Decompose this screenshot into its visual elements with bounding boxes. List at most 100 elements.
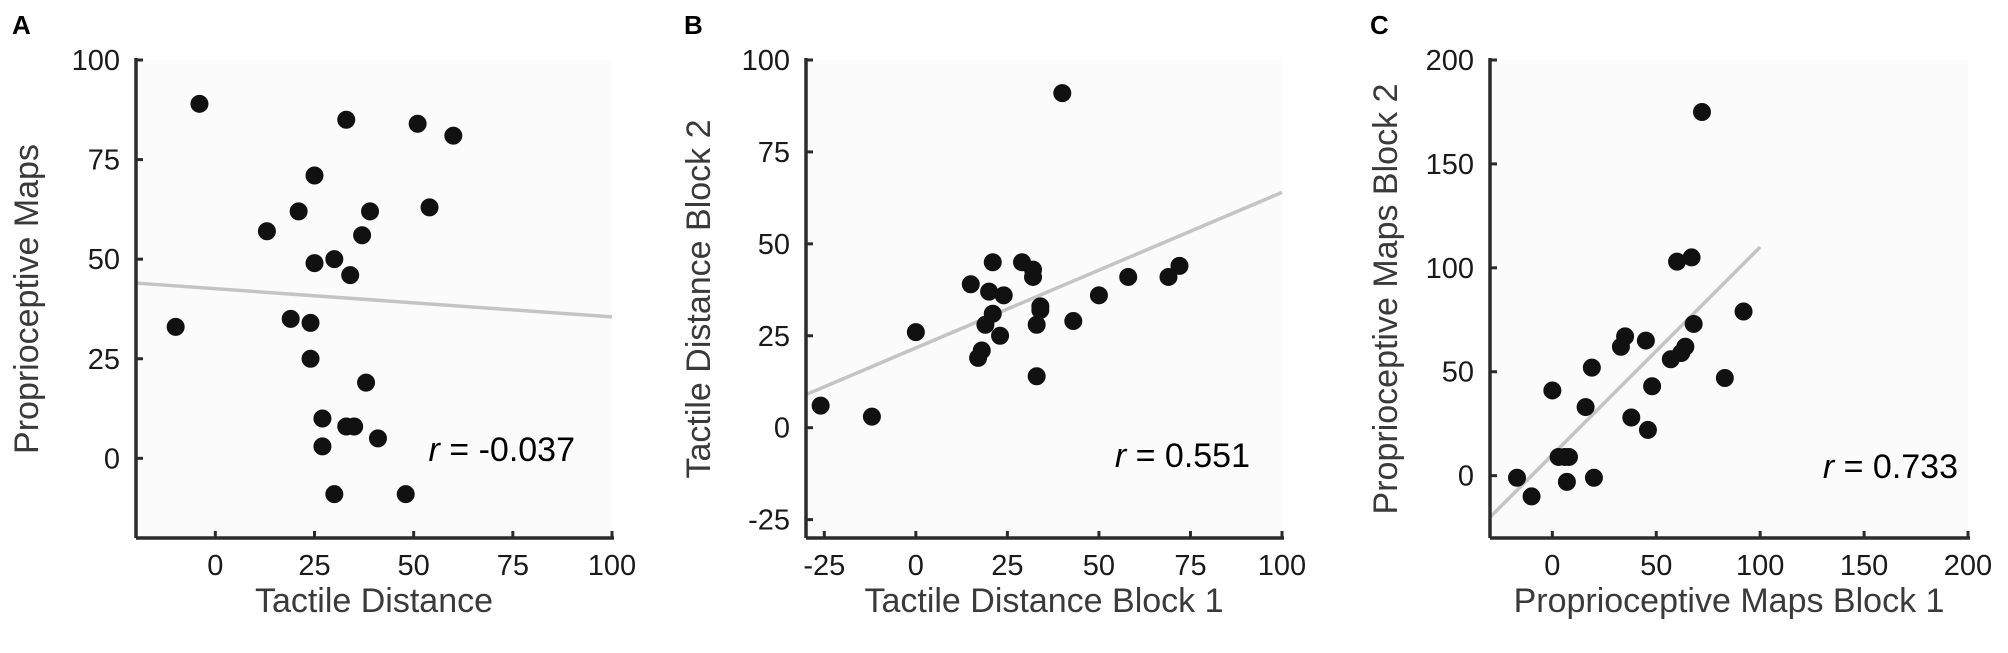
panel-b: B -25 0 25 50 75 100 -25 0 25 50 75 100 Tactile Dista… [680, 10, 1306, 620]
data-point [408, 114, 427, 133]
data-point [444, 126, 463, 145]
data-point [862, 407, 881, 426]
x-tick-label: 100 [1258, 550, 1306, 582]
x-tick-label: 50 [398, 550, 430, 582]
x-tick-label: 75 [1174, 550, 1206, 582]
correlation-symbol: r [1823, 448, 1836, 486]
data-point [313, 409, 332, 428]
data-point [357, 373, 376, 392]
data-point [961, 275, 980, 294]
data-point [305, 254, 324, 273]
data-point [1170, 256, 1189, 275]
y-axis-label: Proprioceptive Maps [8, 144, 46, 454]
data-point [301, 349, 320, 368]
correlation-label: r = 0.733 [1823, 448, 1958, 486]
y-tick-label: 0 [1458, 461, 1474, 493]
x-tick-label: 25 [991, 550, 1023, 582]
data-point [325, 250, 344, 269]
data-point [1024, 267, 1043, 286]
data-point [1616, 327, 1635, 346]
y-tick-label: 100 [1426, 253, 1474, 285]
data-point [1684, 314, 1703, 333]
data-point [305, 166, 324, 185]
correlation-value: = -0.037 [440, 431, 575, 469]
data-point [289, 202, 308, 221]
panel-letter: C [1370, 10, 1389, 40]
data-point [1119, 267, 1138, 286]
data-point [353, 226, 372, 245]
y-tick-label: 150 [1426, 149, 1474, 181]
data-point [1159, 267, 1178, 286]
y-tick-label: 50 [88, 244, 120, 276]
data-point [325, 485, 344, 504]
correlation-value: = 0.551 [1126, 437, 1250, 475]
panel-letter: A [12, 10, 31, 40]
x-tick-label: 0 [1544, 550, 1560, 582]
y-tick-label: 0 [774, 413, 790, 445]
panel-a: A 0 25 50 75 100 0 25 50 75 100 Tactile Distance Pro… [8, 10, 636, 620]
correlation-value: = 0.733 [1834, 448, 1958, 486]
regression-line [1488, 245, 1762, 519]
data-point [281, 309, 300, 328]
x-tick-label: 100 [588, 550, 636, 582]
data-point [166, 317, 185, 336]
data-point [1053, 84, 1072, 103]
data-point [1643, 377, 1662, 396]
data-point [972, 341, 991, 360]
data-point [313, 437, 332, 456]
x-tick-label: -25 [803, 550, 845, 582]
data-point [1692, 102, 1711, 121]
data-point [1582, 358, 1601, 377]
x-tick-label: 50 [1640, 550, 1672, 582]
panel-letter: B [684, 10, 703, 40]
correlation-symbol: r [1115, 437, 1128, 475]
data-point [396, 485, 415, 504]
data-point [994, 286, 1013, 305]
y-tick-label: 75 [758, 137, 790, 169]
y-tick-label: 75 [88, 145, 120, 177]
data-point [1522, 487, 1541, 506]
data-point [1027, 315, 1046, 334]
y-tick-label: 25 [88, 344, 120, 376]
data-point [811, 396, 830, 415]
data-point [361, 202, 380, 221]
data-point [1031, 297, 1050, 316]
data-point [301, 313, 320, 332]
data-point [1543, 381, 1562, 400]
data-point [1559, 447, 1578, 466]
data-point [337, 110, 356, 129]
y-axis-label: Proprioceptive Maps Block 2 [1367, 84, 1405, 515]
data-point [1584, 468, 1603, 487]
x-axis-label: Tactile Distance [255, 582, 493, 620]
data-point [1715, 368, 1734, 387]
y-tick-label: 50 [1442, 357, 1474, 389]
x-tick-label: 25 [298, 550, 330, 582]
data-point [1557, 472, 1576, 491]
data-point [1027, 367, 1046, 386]
data-point [1089, 286, 1108, 305]
correlation-symbol: r [429, 431, 442, 469]
y-tick-label: 200 [1426, 45, 1474, 77]
correlation-label: r = -0.037 [429, 431, 575, 469]
x-tick-label: 0 [908, 550, 924, 582]
data-point [1734, 302, 1753, 321]
data-point [1636, 331, 1655, 350]
data-point [341, 266, 360, 285]
data-point [190, 94, 209, 113]
y-tick-label: 100 [742, 45, 790, 77]
data-point [983, 253, 1002, 272]
correlation-label: r = 0.551 [1115, 437, 1250, 475]
x-tick-label: 75 [497, 550, 529, 582]
data-point [257, 222, 276, 241]
x-tick-label: 50 [1083, 550, 1115, 582]
data-point [1682, 248, 1701, 267]
y-tick-label: 25 [758, 321, 790, 353]
x-tick-label: 0 [207, 550, 223, 582]
x-tick-label: 100 [1736, 550, 1784, 582]
data-point [1676, 337, 1695, 356]
y-tick-label: 0 [104, 443, 120, 475]
data-point [1576, 398, 1595, 417]
data-point [368, 429, 387, 448]
x-tick-label: 150 [1840, 550, 1888, 582]
